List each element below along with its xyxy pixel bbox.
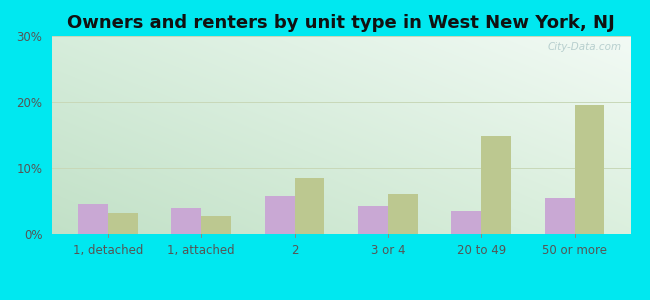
Title: Owners and renters by unit type in West New York, NJ: Owners and renters by unit type in West … [68, 14, 615, 32]
Bar [172, 208, 202, 234]
Bar [294, 178, 324, 234]
Bar [545, 198, 575, 234]
Bar [358, 206, 388, 234]
Text: City-Data.com: City-Data.com [548, 42, 622, 52]
Bar [388, 194, 418, 234]
Bar [451, 211, 481, 234]
Bar [78, 204, 108, 234]
Bar [575, 105, 604, 234]
Legend: Owner occupied units, Renter occupied units: Owner occupied units, Renter occupied un… [161, 296, 521, 300]
Bar [265, 196, 294, 234]
Bar [481, 136, 511, 234]
Bar [202, 215, 231, 234]
Bar [108, 213, 138, 234]
